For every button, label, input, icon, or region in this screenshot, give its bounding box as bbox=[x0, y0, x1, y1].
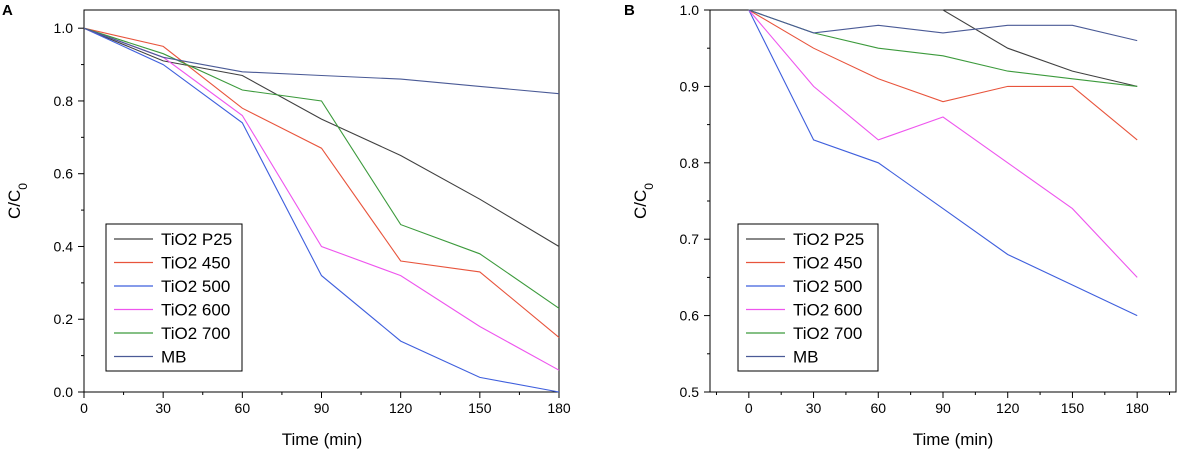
x-tick-label: 30 bbox=[806, 400, 822, 416]
x-tick-label: 0 bbox=[80, 400, 88, 416]
series-line-tio2-500 bbox=[748, 9, 1138, 317]
legend-label: TiO2 450 bbox=[161, 254, 230, 273]
chart-panel-b: B 0 30 60 90 120 150 180 0.5 0.6 0.7 0.8 0.9 1.0 C/C0 T… bbox=[624, 2, 1177, 449]
legend-label: MB bbox=[793, 348, 819, 367]
legend-label: TiO2 P25 bbox=[161, 230, 232, 249]
legend-label: TiO2 700 bbox=[161, 324, 230, 343]
legend-label: TiO2 450 bbox=[793, 254, 862, 273]
legend-label: TiO2 P25 bbox=[793, 230, 864, 249]
y-tick-label: 0.2 bbox=[54, 311, 74, 327]
x-tick-label: 0 bbox=[745, 400, 753, 416]
x-axis-title: Time (min) bbox=[282, 430, 363, 449]
y-tick-label: 1.0 bbox=[680, 2, 700, 18]
legend-label: TiO2 600 bbox=[161, 301, 230, 320]
x-tick-label: 180 bbox=[1125, 400, 1149, 416]
legend-label: MB bbox=[161, 348, 187, 367]
x-tick-label: 120 bbox=[389, 400, 413, 416]
x-tick-label: 60 bbox=[870, 400, 886, 416]
x-tick-label: 60 bbox=[235, 400, 251, 416]
series-line-mb bbox=[83, 27, 560, 95]
y-tick-label: 0.4 bbox=[54, 238, 74, 254]
series-line-tio2-450 bbox=[748, 9, 1138, 141]
legend-label: TiO2 500 bbox=[161, 277, 230, 296]
legend-label: TiO2 500 bbox=[793, 277, 862, 296]
series-line-tio2-500 bbox=[83, 27, 560, 393]
y-axis-title: C/C0 bbox=[5, 183, 30, 219]
x-tick-label: 90 bbox=[314, 400, 330, 416]
y-tick-label: 0.6 bbox=[680, 308, 700, 324]
legend-label: TiO2 600 bbox=[793, 301, 862, 320]
y-axis-title: C/C0 bbox=[631, 183, 656, 219]
legend: TiO2 P25 TiO2 450 TiO2 500 TiO2 600 TiO2 700… bbox=[737, 223, 879, 372]
y-tick-label: 0.7 bbox=[680, 231, 700, 247]
x-tick-label: 90 bbox=[935, 400, 951, 416]
legend-label: TiO2 700 bbox=[793, 324, 862, 343]
panel-label: A bbox=[2, 2, 13, 19]
x-tick-label: 30 bbox=[155, 400, 171, 416]
legend-box bbox=[105, 223, 243, 372]
x-tick-label: 150 bbox=[1061, 400, 1085, 416]
chart-panel-a: A 0 30 60 90 120 150 180 0.0 0.2 0.4 0.6 0.8 1.0 C/C0 T… bbox=[2, 2, 571, 449]
series-line-mb bbox=[748, 9, 1138, 42]
y-tick-label: 0.9 bbox=[680, 78, 700, 94]
series-line-tio2-p25 bbox=[748, 9, 1138, 87]
y-tick-label: 1.0 bbox=[54, 20, 74, 36]
x-axis-title: Time (min) bbox=[913, 430, 994, 449]
y-tick-label: 0.5 bbox=[680, 384, 700, 400]
series-line-tio2-600 bbox=[748, 9, 1138, 278]
series-line-tio2-700 bbox=[83, 27, 560, 309]
series-line-tio2-p25 bbox=[83, 27, 560, 247]
y-tick-label: 0.0 bbox=[54, 384, 74, 400]
x-tick-label: 120 bbox=[996, 400, 1020, 416]
series-line-tio2-700 bbox=[748, 9, 1138, 87]
x-tick-label: 150 bbox=[468, 400, 492, 416]
x-tick-label: 180 bbox=[547, 400, 571, 416]
y-tick-label: 0.8 bbox=[54, 93, 74, 109]
y-tick-label: 0.8 bbox=[680, 155, 700, 171]
legend-box bbox=[737, 223, 879, 372]
series-line-tio2-450 bbox=[83, 27, 560, 338]
panel-label: B bbox=[624, 2, 635, 19]
y-tick-label: 0.6 bbox=[54, 166, 74, 182]
legend: TiO2 P25 TiO2 450 TiO2 500 TiO2 600 TiO2 700… bbox=[105, 223, 243, 372]
